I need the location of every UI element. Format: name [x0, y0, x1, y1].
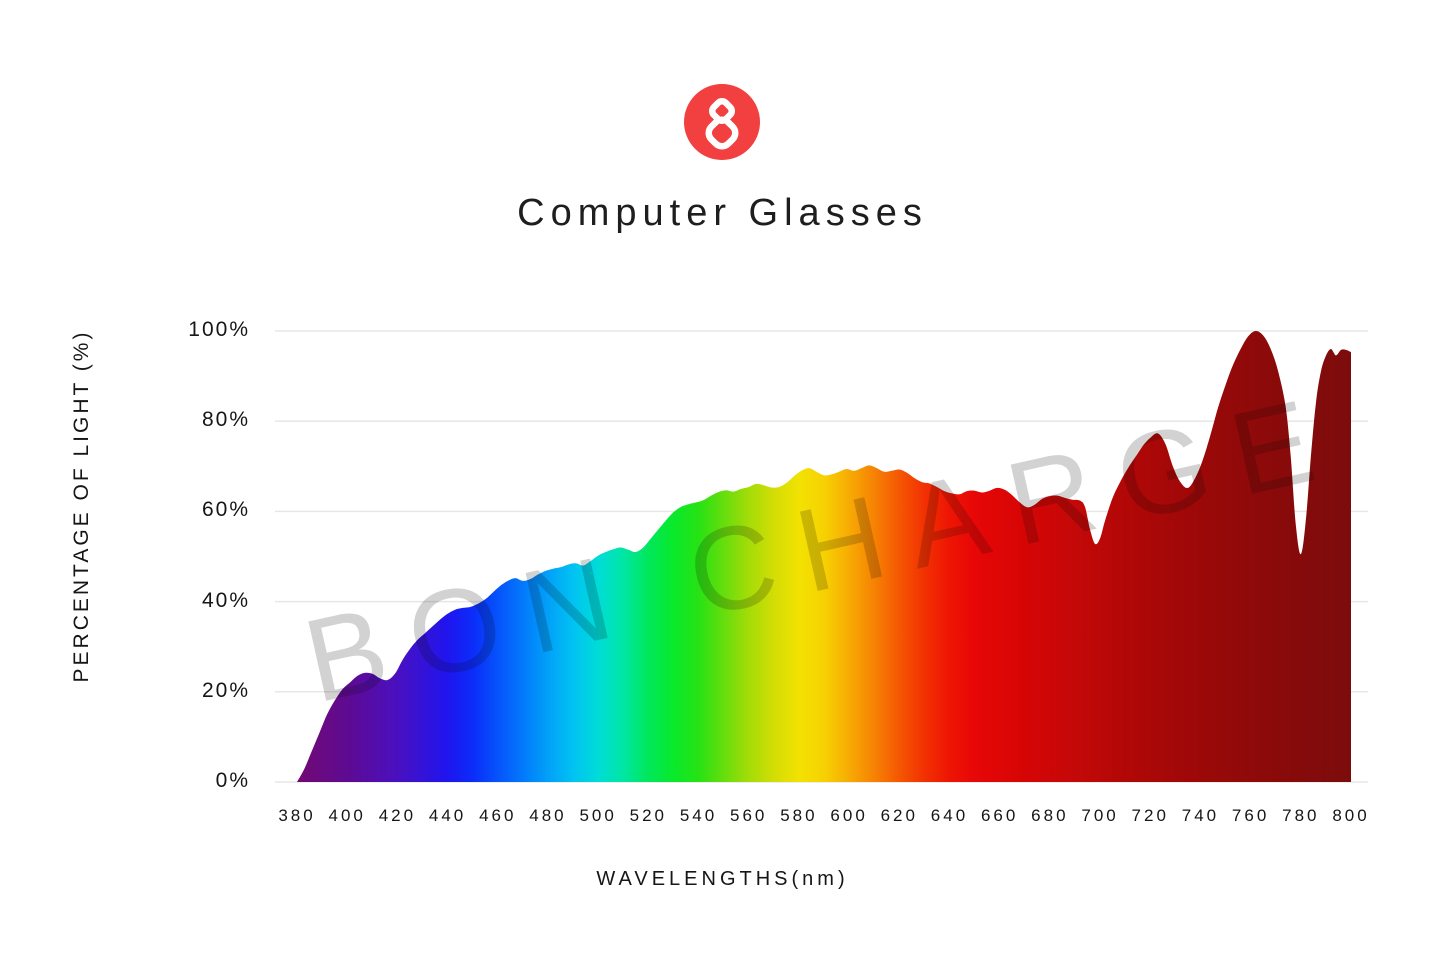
- x-tick-label: 620: [880, 806, 918, 825]
- x-tick-label: 520: [629, 806, 668, 825]
- x-tick-label: 700: [1081, 806, 1119, 825]
- x-tick-label: 780: [1282, 806, 1320, 825]
- x-tick-label: 580: [780, 806, 818, 825]
- y-tick-label: 0%: [215, 769, 250, 792]
- x-tick-label: 800: [1332, 806, 1370, 825]
- x-tick-label: 460: [479, 806, 517, 825]
- x-tick-label: 420: [378, 806, 417, 825]
- x-tick-label: 740: [1181, 806, 1220, 825]
- y-tick-label: 80%: [201, 408, 250, 432]
- x-tick-label: 480: [529, 806, 567, 825]
- page-title: Computer Glasses: [517, 192, 928, 234]
- y-tick-label: 40%: [201, 588, 250, 612]
- y-tick-label: 60%: [201, 498, 250, 522]
- x-tick-label: 760: [1231, 806, 1270, 825]
- light-transmission-area: [297, 330, 1351, 782]
- x-tick-label: 380: [278, 806, 316, 825]
- x-tick-label: 720: [1131, 806, 1169, 825]
- x-tick-label: 560: [730, 806, 768, 825]
- x-tick-label: 400: [328, 806, 366, 825]
- figure-8-knot-icon: [705, 98, 739, 150]
- x-tick-label: 540: [679, 806, 718, 825]
- bon-charge-logo: [684, 84, 760, 160]
- y-tick-label: 100%: [188, 318, 250, 341]
- y-tick-label: 20%: [201, 678, 250, 702]
- x-tick-label: 640: [930, 806, 969, 825]
- x-tick-label: 440: [428, 806, 467, 825]
- y-axis-title: PERCENTAGE OF LIGHT (%): [70, 329, 93, 683]
- x-tick-label: 680: [1031, 806, 1069, 825]
- x-axis-title: WAVELENGTHS(nm): [596, 868, 849, 890]
- x-tick-label: 600: [830, 806, 868, 825]
- x-tick-label: 500: [579, 806, 617, 825]
- x-tick-label: 660: [980, 806, 1019, 825]
